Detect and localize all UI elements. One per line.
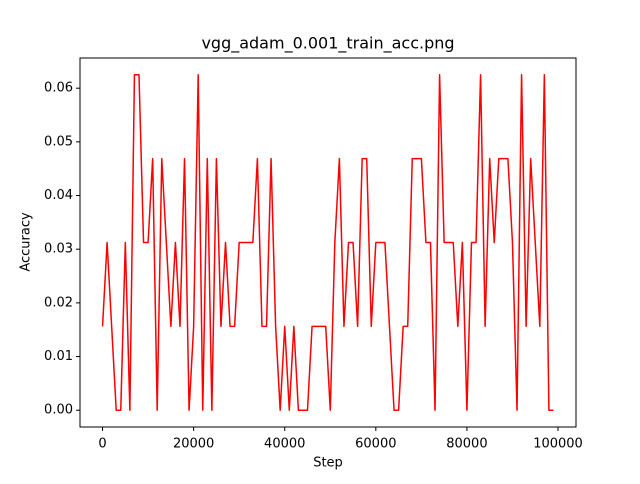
x-tick-label: 0 xyxy=(98,437,106,452)
x-tick-label: 100000 xyxy=(533,437,583,452)
x-tick-label: 80000 xyxy=(446,437,487,452)
x-tick-label: 20000 xyxy=(173,437,214,452)
y-tick-label: 0.01 xyxy=(44,349,73,364)
y-tick-label: 0.03 xyxy=(44,242,73,257)
y-tick-label: 0.06 xyxy=(44,81,73,96)
y-tick-label: 0.05 xyxy=(44,134,73,149)
x-tick-label: 60000 xyxy=(355,437,396,452)
y-tick-label: 0.04 xyxy=(44,188,73,203)
data-line xyxy=(101,74,554,411)
x-axis-label: Step xyxy=(313,456,343,471)
chart-title: vgg_adam_0.001_train_acc.png xyxy=(201,34,454,54)
y-tick-label: 0.00 xyxy=(44,403,73,418)
x-tick-label: 40000 xyxy=(264,437,305,452)
y-tick-label: 0.02 xyxy=(44,295,73,310)
plot-frame xyxy=(79,57,577,428)
y-axis-label: Accuracy xyxy=(19,212,34,272)
